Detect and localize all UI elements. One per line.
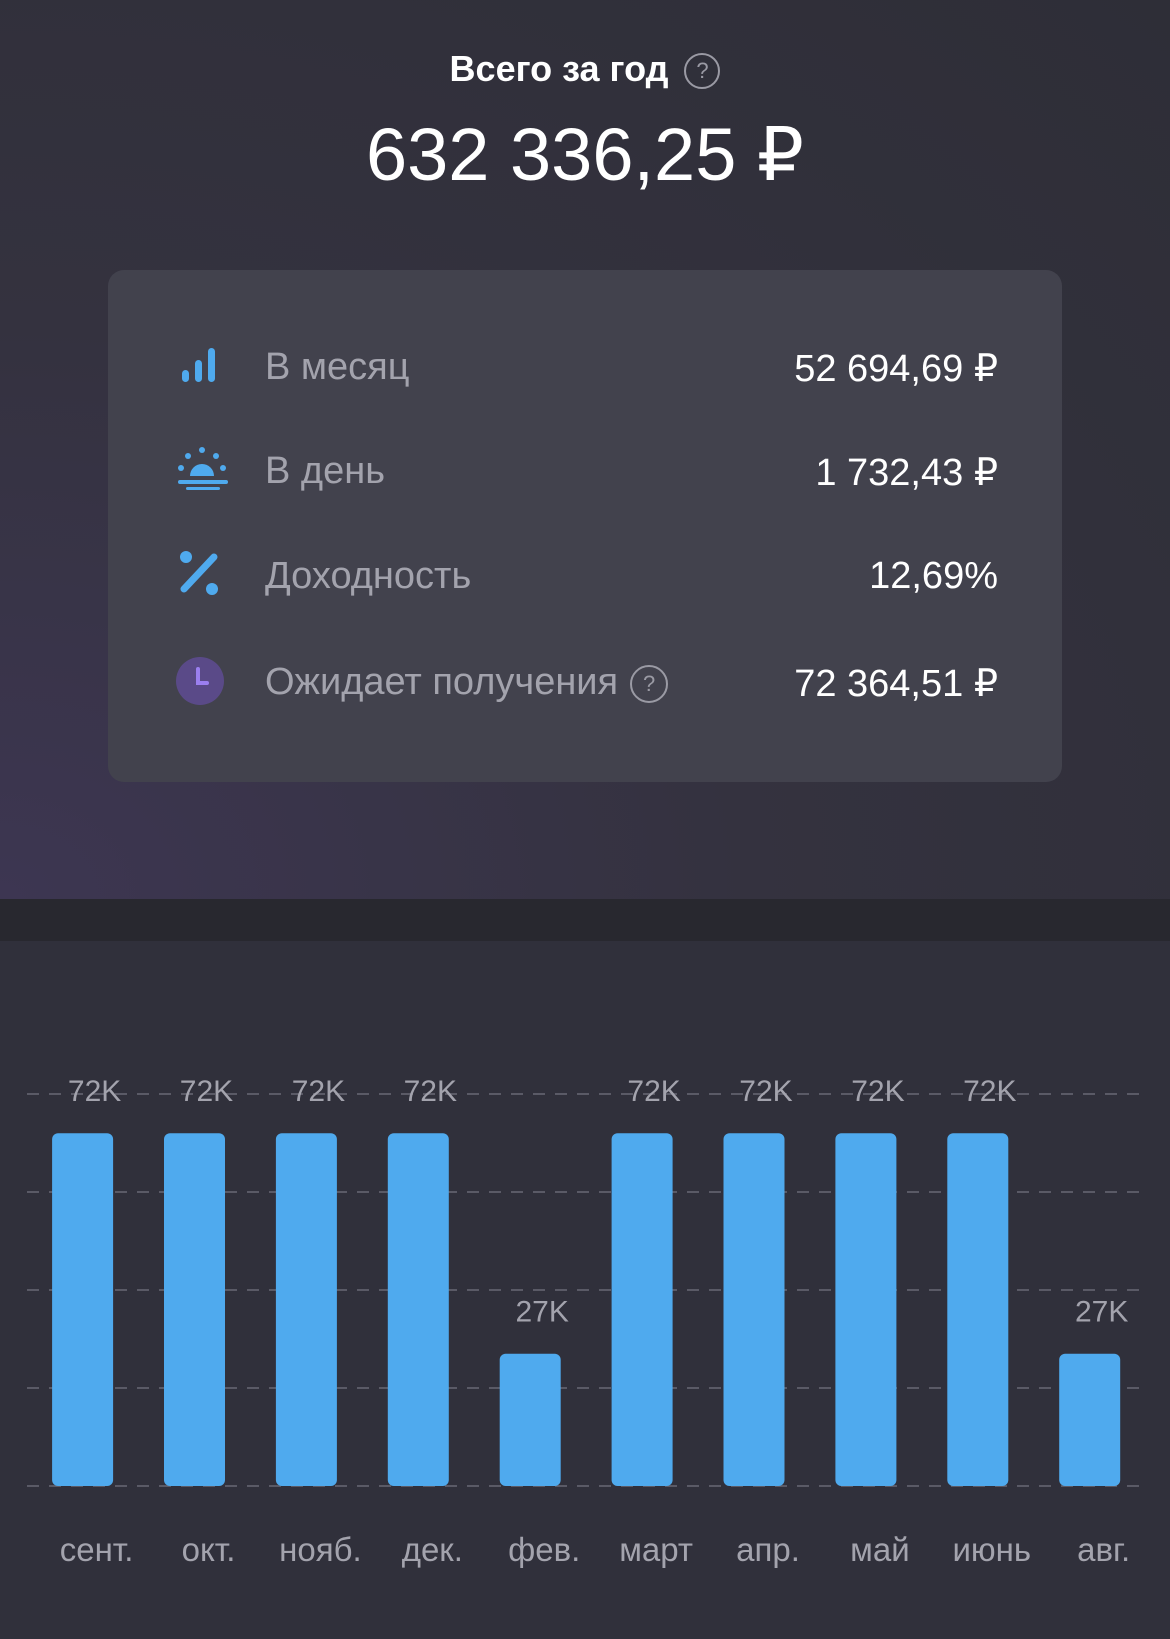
bar (52, 1133, 114, 1486)
value-label: 72K (180, 1075, 233, 1108)
stat-label-text: Ожидает получения (265, 661, 619, 703)
x-tick-label: фев. (508, 1531, 580, 1568)
x-tick-label: май (850, 1531, 909, 1568)
bar (947, 1133, 1009, 1486)
value-label: 72K (851, 1075, 904, 1108)
icon-bars (182, 348, 215, 382)
bar (1059, 1353, 1121, 1486)
icon-clock (176, 657, 224, 705)
stat-row: Доходность 12,69% (108, 543, 1062, 603)
bar (387, 1133, 449, 1486)
bar (835, 1133, 897, 1486)
separator (0, 899, 1170, 941)
stat-row: Ожидает получения? 72 364,51 ₽ (108, 649, 1062, 709)
bar (164, 1133, 225, 1486)
stat-value: 12,69% (869, 555, 998, 597)
x-tick-label: дек. (402, 1531, 463, 1568)
stat-row: В месяц 52 694,69 ₽ (108, 334, 1062, 394)
stats-card: В месяц 52 694,69 ₽ В день 1 732,43 ₽ До… (108, 270, 1062, 782)
chart: 72K сент. 72K окт. 72K нояб. 72K дек. 27K фев. 72K… (27, 1075, 1146, 1568)
stat-value: 1 732,43 ₽ (815, 452, 998, 494)
title: Всего за год (449, 48, 669, 89)
value-label: 72K (963, 1075, 1016, 1108)
x-tick-label: окт. (182, 1531, 236, 1568)
help-icon[interactable]: ? (684, 53, 721, 90)
x-tick-label: авг. (1077, 1531, 1130, 1568)
stat-value: 52 694,69 ₽ (794, 348, 998, 390)
bar (611, 1133, 673, 1486)
bar (275, 1133, 337, 1486)
x-tick-label: июнь (952, 1531, 1031, 1568)
bar (723, 1133, 785, 1486)
x-tick-label: апр. (736, 1531, 800, 1568)
stat-value: 72 364,51 ₽ (794, 663, 998, 705)
x-tick-label: март (619, 1531, 693, 1568)
value-label: 72K (292, 1075, 345, 1108)
x-tick-label: сент. (60, 1531, 134, 1568)
stat-label: В месяц (265, 346, 410, 388)
stat-label: Ожидает получения? (265, 661, 669, 704)
icon-sunrise (178, 447, 228, 490)
help-icon[interactable]: ? (630, 664, 669, 703)
value-label: 72K (404, 1075, 457, 1108)
value-label: 72K (739, 1075, 792, 1108)
summary-panel: Всего за год? 632 336,25 ₽ В месяц 52 69… (0, 0, 1170, 899)
title-row: Всего за год? (0, 48, 1170, 90)
x-tick-label: нояб. (279, 1531, 362, 1568)
stat-label: Доходность (265, 555, 472, 597)
value-label: 72K (68, 1075, 121, 1108)
stat-label: В день (265, 450, 385, 492)
icon-percent (180, 551, 218, 595)
value-label: 27K (516, 1296, 569, 1329)
total: 632 336,25 ₽ (365, 113, 804, 196)
stat-row: В день 1 732,43 ₽ (108, 438, 1062, 498)
bar (499, 1353, 561, 1486)
value-label: 72K (627, 1075, 680, 1108)
value-label: 27K (1075, 1296, 1128, 1329)
